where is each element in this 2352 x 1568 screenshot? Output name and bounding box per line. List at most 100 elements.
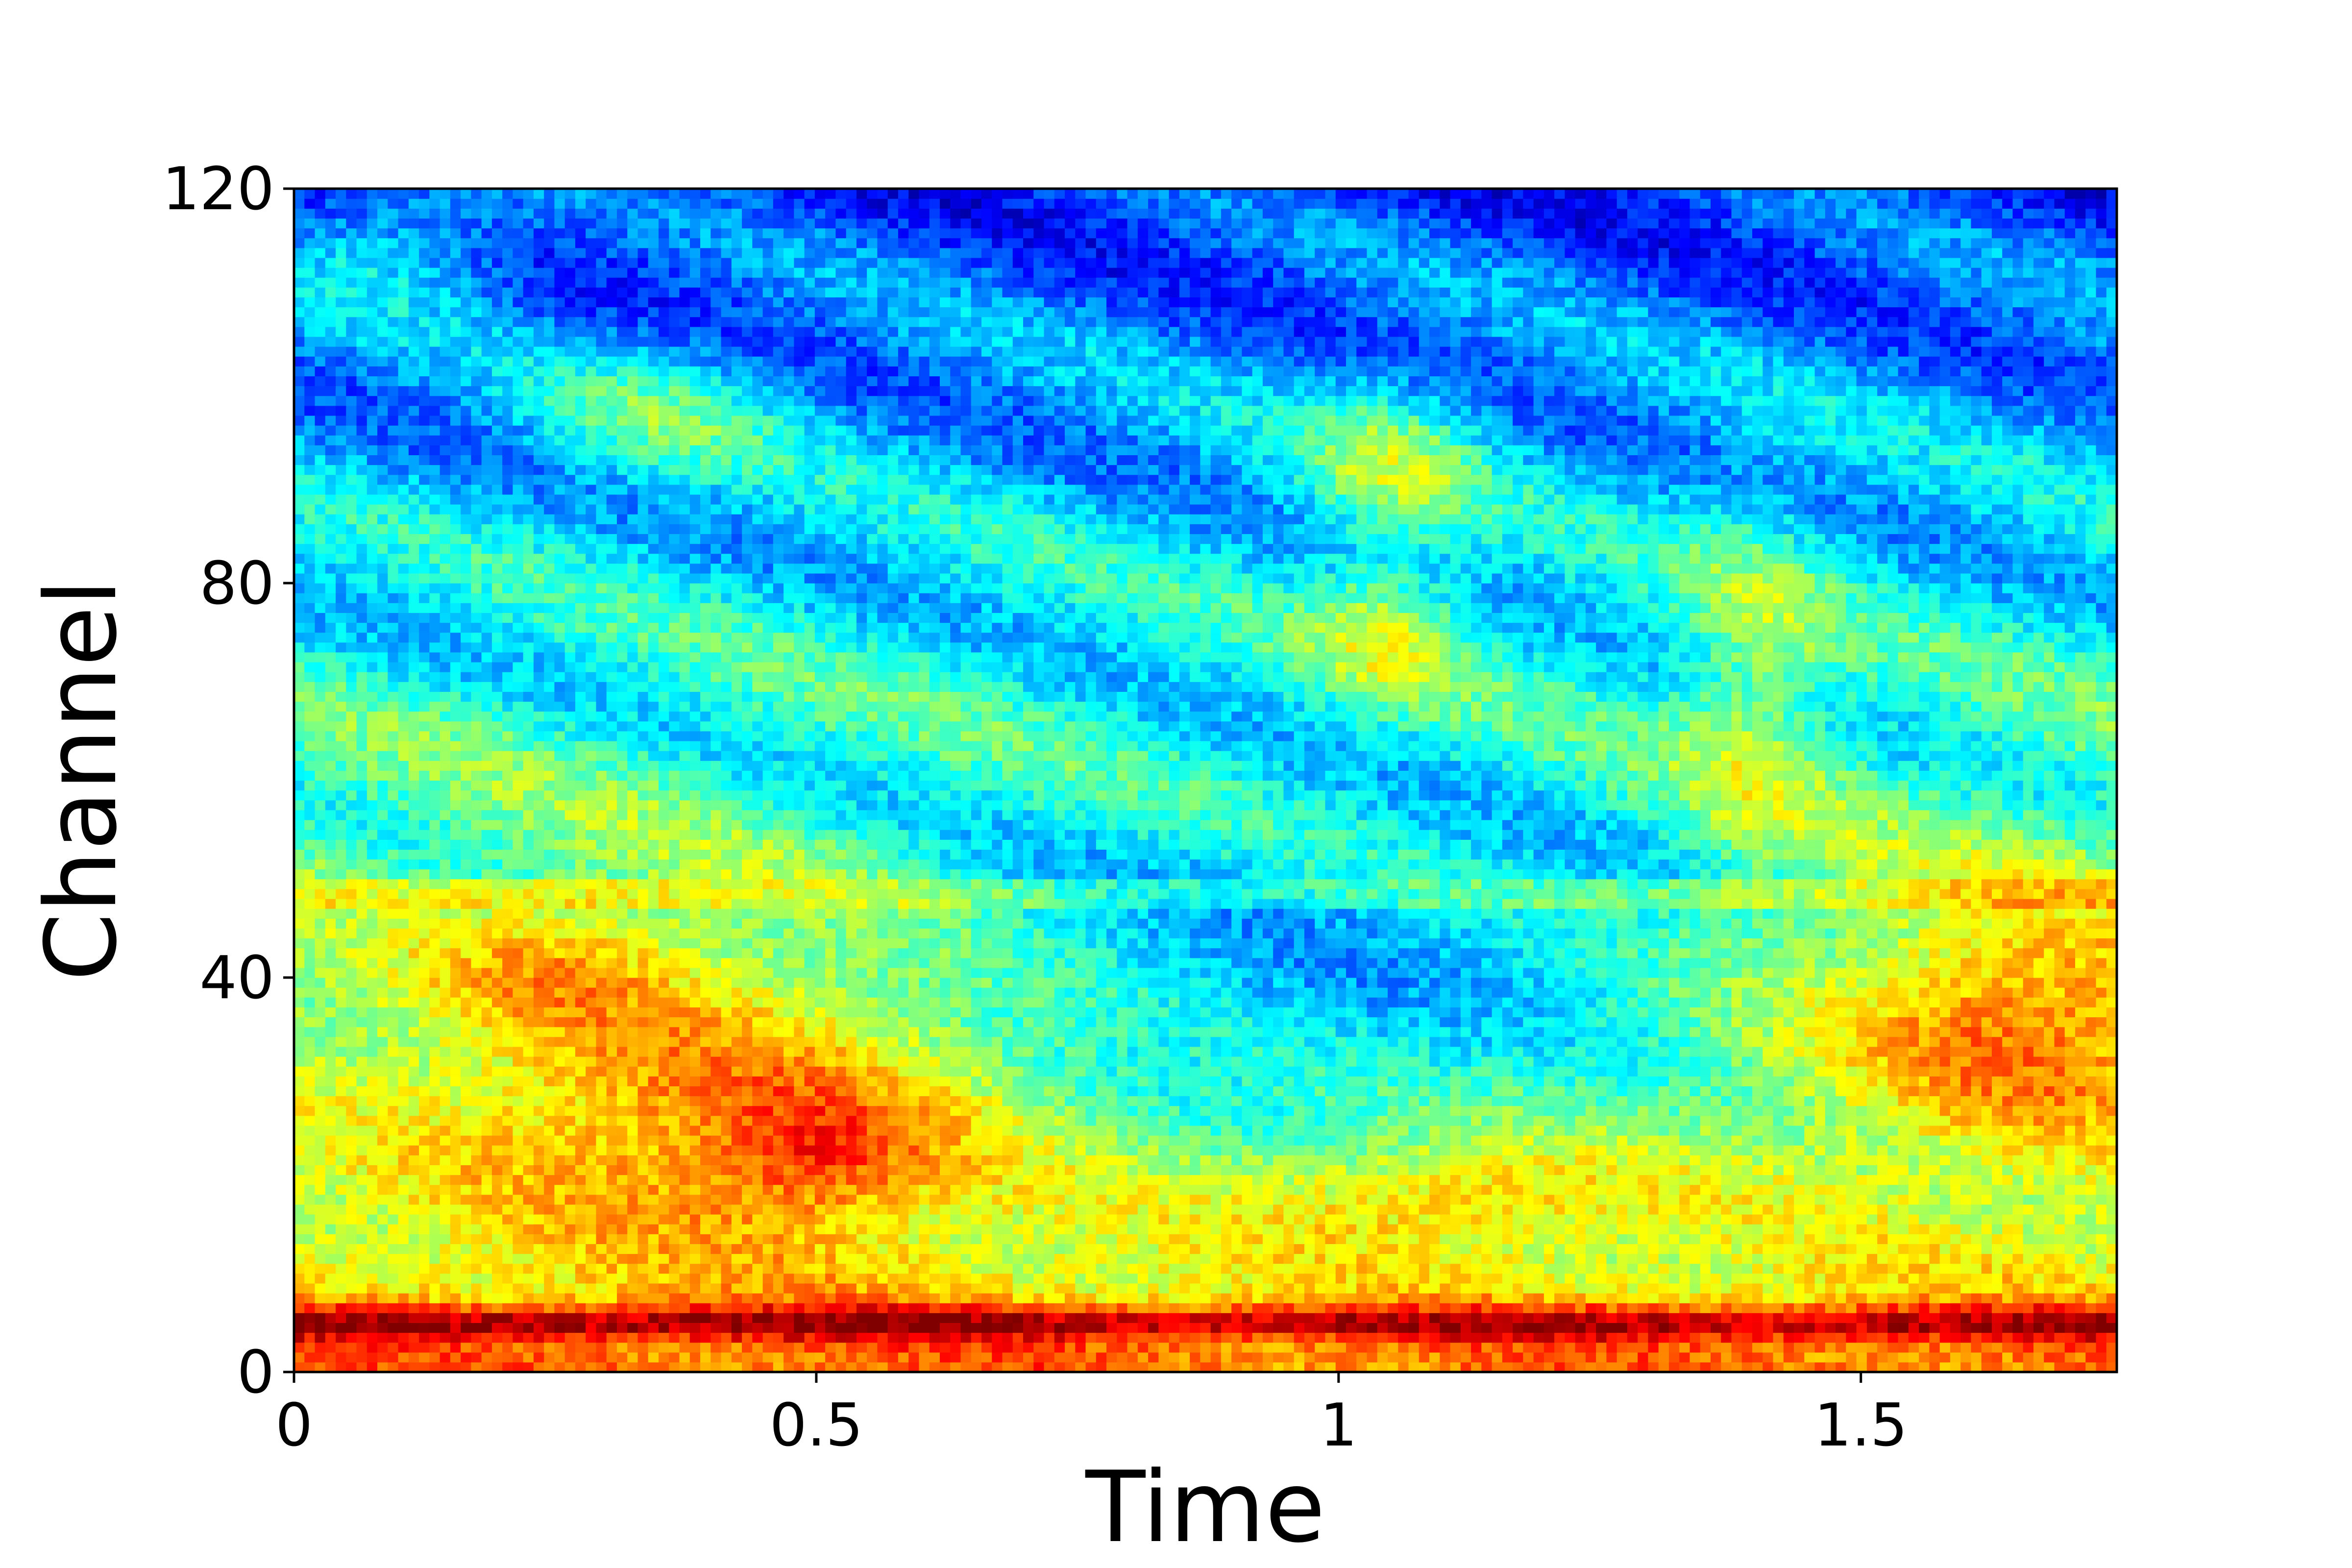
heatmap-cell xyxy=(491,967,503,978)
heatmap-cell xyxy=(533,1096,544,1106)
heatmap-cell xyxy=(689,1076,701,1086)
heatmap-cell xyxy=(408,1184,419,1195)
heatmap-cell xyxy=(481,1332,492,1343)
heatmap-cell xyxy=(700,721,711,732)
heatmap-cell xyxy=(491,524,503,534)
heatmap-cell xyxy=(700,1273,711,1284)
heatmap-cell xyxy=(659,228,669,239)
heatmap-cell xyxy=(356,859,368,870)
heatmap-cell xyxy=(429,257,441,268)
heatmap-cell xyxy=(627,553,638,564)
heatmap-cell xyxy=(377,790,388,801)
heatmap-cell xyxy=(450,682,461,692)
heatmap-cell xyxy=(294,1184,305,1195)
heatmap-cell xyxy=(304,918,316,929)
heatmap-cell xyxy=(336,405,346,416)
heatmap-cell xyxy=(627,642,638,653)
heatmap-cell xyxy=(408,326,419,337)
heatmap-cell xyxy=(564,820,576,830)
heatmap-cell xyxy=(513,593,524,603)
heatmap-cell xyxy=(315,1342,326,1353)
heatmap-cell xyxy=(575,307,586,318)
heatmap-cell xyxy=(471,780,482,791)
heatmap-cell xyxy=(419,1224,430,1234)
heatmap-cell xyxy=(356,198,368,209)
heatmap-cell xyxy=(575,948,586,958)
heatmap-cell xyxy=(616,415,628,426)
heatmap-cell xyxy=(419,731,430,741)
heatmap-cell xyxy=(669,1332,680,1343)
heatmap-cell xyxy=(679,1362,690,1372)
heatmap-cell xyxy=(304,790,316,801)
heatmap-cell xyxy=(648,652,659,662)
heatmap-cell xyxy=(564,583,576,593)
heatmap-cell xyxy=(294,741,305,751)
heatmap-cell xyxy=(637,455,649,466)
heatmap-cell xyxy=(564,268,576,278)
heatmap-cell xyxy=(429,918,441,929)
heatmap-cell xyxy=(564,1362,576,1372)
heatmap-cell xyxy=(659,238,669,248)
heatmap-cell xyxy=(398,1165,409,1176)
heatmap-cell xyxy=(513,721,524,732)
heatmap-cell xyxy=(388,888,399,899)
heatmap-cell xyxy=(461,356,471,367)
heatmap-cell xyxy=(398,247,409,258)
heatmap-cell xyxy=(388,247,399,258)
heatmap-cell xyxy=(523,928,534,939)
heatmap-cell xyxy=(679,1293,690,1303)
heatmap-cell xyxy=(408,869,419,880)
heatmap-cell xyxy=(669,711,680,722)
heatmap-cell xyxy=(419,780,430,791)
heatmap-cell xyxy=(440,1184,451,1195)
heatmap-cell xyxy=(648,218,659,229)
heatmap-cell xyxy=(294,326,305,337)
heatmap-cell xyxy=(356,760,368,771)
heatmap-cell xyxy=(616,751,628,761)
heatmap-cell xyxy=(616,1036,628,1047)
heatmap-cell xyxy=(513,967,524,978)
heatmap-cell xyxy=(575,445,586,455)
heatmap-cell xyxy=(450,899,461,909)
heatmap-cell xyxy=(346,366,357,376)
heatmap-cell xyxy=(481,918,492,929)
heatmap-cell xyxy=(356,1046,368,1057)
heatmap-cell xyxy=(544,1362,555,1372)
heatmap-cell xyxy=(304,1234,316,1244)
heatmap-cell xyxy=(710,1362,722,1372)
heatmap-cell xyxy=(659,859,669,870)
heatmap-cell xyxy=(356,721,368,732)
heatmap-cell xyxy=(554,395,565,406)
heatmap-cell xyxy=(700,425,711,436)
heatmap-cell xyxy=(689,820,701,830)
heatmap-cell xyxy=(502,751,513,761)
heatmap-cell xyxy=(419,208,430,219)
heatmap-cell xyxy=(388,1046,399,1057)
heatmap-cell xyxy=(596,534,607,544)
heatmap-cell xyxy=(533,987,544,998)
heatmap-cell xyxy=(336,474,346,485)
heatmap-cell xyxy=(710,534,722,544)
heatmap-cell xyxy=(367,1352,378,1363)
heatmap-cell xyxy=(461,809,471,820)
heatmap-cell xyxy=(616,1155,628,1165)
heatmap-cell xyxy=(523,1204,534,1215)
heatmap-cell xyxy=(388,543,399,554)
heatmap-cell xyxy=(377,987,388,998)
heatmap-cell xyxy=(616,287,628,297)
heatmap-cell xyxy=(606,228,617,239)
heatmap-cell xyxy=(564,809,576,820)
heatmap-cell xyxy=(586,1086,597,1097)
heatmap-cell xyxy=(533,257,544,268)
heatmap-cell xyxy=(596,1362,607,1372)
heatmap-cell xyxy=(659,218,669,229)
heatmap-cell xyxy=(388,1283,399,1294)
heatmap-cell xyxy=(533,228,544,239)
heatmap-cell xyxy=(544,326,555,337)
heatmap-cell xyxy=(648,514,659,524)
heatmap-cell xyxy=(721,849,732,860)
heatmap-cell xyxy=(388,820,399,830)
heatmap-cell xyxy=(304,247,316,258)
heatmap-cell xyxy=(471,484,482,495)
heatmap-cell xyxy=(315,1046,326,1057)
